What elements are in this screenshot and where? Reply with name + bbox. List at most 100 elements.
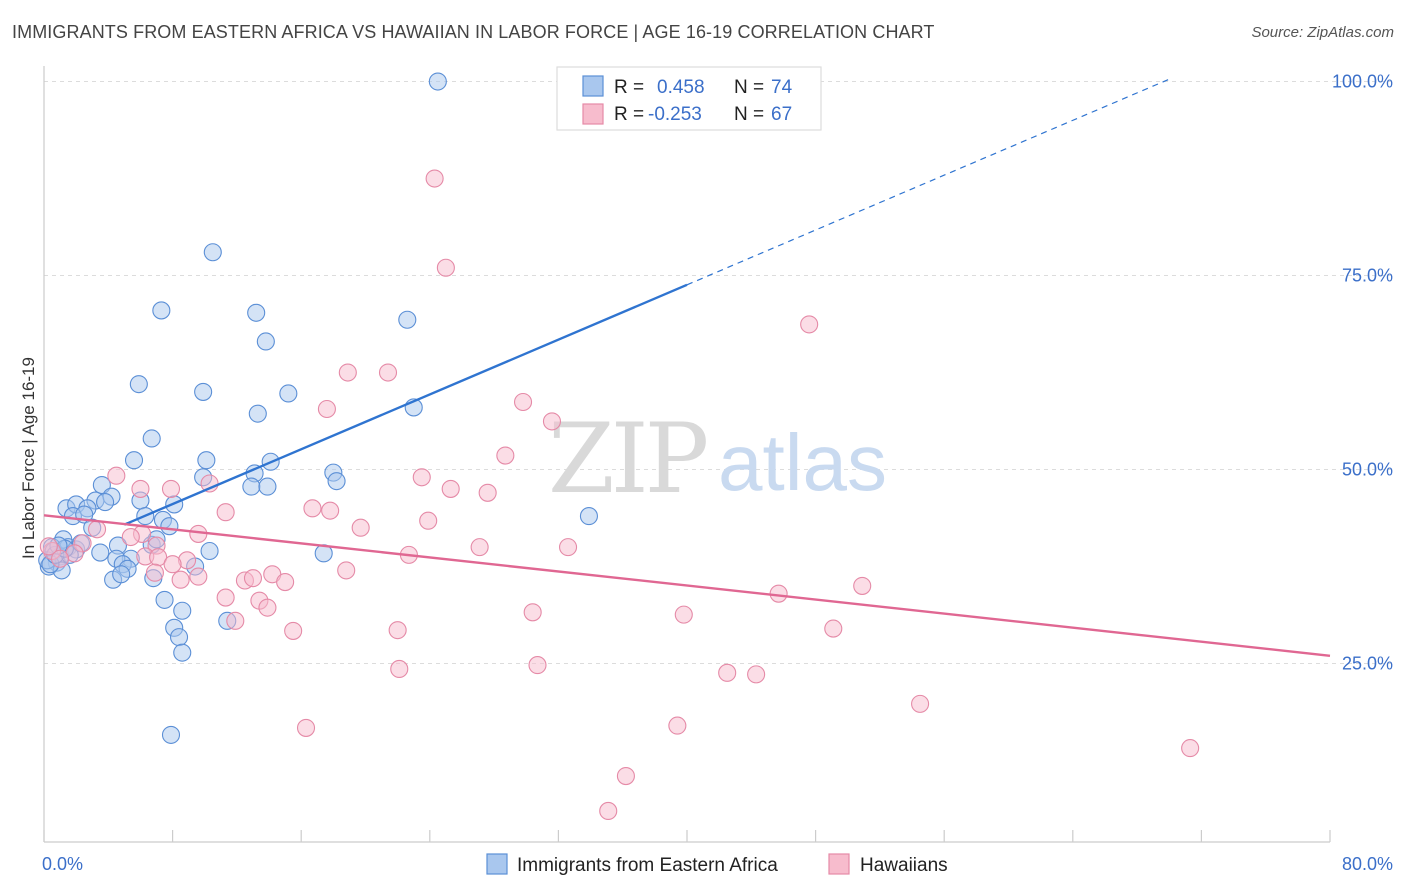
y-tick-label: 25.0% — [1342, 654, 1393, 674]
data-point — [616, 766, 635, 786]
data-point — [769, 584, 788, 603]
data-point — [296, 718, 316, 737]
data-point — [258, 598, 277, 617]
data-point — [674, 605, 693, 624]
data-point — [203, 243, 222, 262]
data-point — [112, 565, 131, 584]
series-legend-swatch-pink — [828, 853, 850, 875]
data-point — [189, 567, 208, 586]
data-point — [337, 561, 356, 580]
legend-n-label: N = — [734, 77, 764, 98]
data-point — [911, 694, 930, 713]
data-point — [390, 659, 409, 679]
correlation-legend: R = 0.458 N = 74 R = -0.253 N = 67 — [556, 66, 822, 131]
data-point — [243, 569, 263, 588]
data-point — [542, 412, 562, 431]
data-point — [161, 725, 181, 744]
data-point — [51, 549, 70, 568]
y-tick-label: 100.0% — [1332, 72, 1393, 92]
series-legend: Immigrants from Eastern Africa Hawaiians — [486, 853, 948, 876]
series-legend-label-pink: Hawaiians — [860, 855, 948, 876]
data-point — [145, 563, 164, 582]
data-point — [276, 572, 295, 592]
data-point — [173, 601, 192, 620]
trend-lines — [43, 78, 1331, 657]
data-point — [378, 363, 398, 382]
source-credit: Source: ZipAtlas.com — [1251, 24, 1394, 41]
chart-title: IMMIGRANTS FROM EASTERN AFRICA VS HAWAII… — [12, 22, 935, 42]
data-point — [513, 392, 533, 412]
data-point — [279, 384, 298, 403]
data-point — [142, 429, 161, 448]
data-point — [171, 570, 190, 589]
y-tick-label: 75.0% — [1342, 266, 1393, 286]
data-point — [87, 520, 107, 539]
legend-r-label: R = — [614, 77, 644, 98]
watermark-atlas: atlas — [718, 418, 887, 507]
data-point — [496, 446, 515, 465]
legend-r-value-blue: 0.458 — [657, 77, 705, 98]
data-point — [107, 466, 126, 485]
data-point — [668, 716, 687, 735]
data-point — [197, 451, 216, 470]
data-point — [200, 541, 219, 561]
data-point — [436, 258, 455, 277]
legend-n-value-pink: 67 — [771, 104, 792, 125]
data-point — [96, 493, 115, 512]
data-point — [169, 628, 189, 647]
series-legend-swatch-blue — [486, 853, 508, 875]
data-point — [718, 663, 737, 682]
data-point — [216, 503, 235, 522]
data-point — [800, 315, 819, 334]
data-point — [129, 375, 148, 394]
data-point — [419, 511, 438, 530]
data-point — [161, 479, 181, 498]
data-point — [747, 665, 766, 684]
data-point — [853, 576, 872, 595]
y-axis-label: In Labor Force | Age 16-19 — [19, 357, 38, 559]
trend-line-pink — [43, 514, 1331, 657]
tick-labels: 25.0% 50.0% 75.0% 100.0% 0.0% 80.0% — [42, 72, 1393, 874]
data-point — [155, 590, 174, 609]
data-point — [216, 588, 235, 607]
data-point — [91, 543, 110, 562]
legend-swatch-blue — [582, 75, 604, 97]
x-tick-label: 0.0% — [42, 854, 83, 874]
data-point — [194, 382, 213, 401]
series-legend-label-blue: Immigrants from Eastern Africa — [517, 855, 778, 876]
data-point — [327, 472, 346, 491]
data-point — [256, 332, 275, 351]
data-point — [321, 501, 340, 520]
x-tick-label: 80.0% — [1342, 854, 1393, 874]
data-point — [398, 310, 417, 329]
data-point — [412, 468, 431, 487]
data-point — [478, 483, 497, 502]
legend-swatch-pink — [582, 103, 604, 125]
data-point — [92, 475, 111, 495]
data-point — [528, 656, 547, 675]
data-point — [351, 518, 370, 537]
data-point — [242, 477, 261, 496]
data-point — [425, 169, 444, 188]
axes — [43, 66, 1331, 843]
data-point — [124, 451, 144, 470]
data-point — [470, 538, 489, 557]
data-point — [558, 538, 578, 557]
legend-n-value-blue: 74 — [771, 77, 793, 98]
data-point — [163, 555, 182, 574]
watermark-zip: ZIP — [548, 403, 707, 515]
legend-n-label: N = — [734, 104, 764, 125]
data-point — [226, 611, 245, 630]
watermark: ZIP atlas — [548, 403, 887, 515]
series-hawaiians-points — [39, 169, 1200, 821]
data-point — [338, 363, 357, 382]
data-point — [39, 537, 58, 556]
legend-r-label: R = — [614, 104, 644, 125]
data-point — [247, 303, 266, 322]
data-point — [824, 619, 843, 638]
data-point — [599, 801, 618, 821]
data-point — [1181, 739, 1200, 758]
data-point — [317, 399, 336, 419]
y-tick-label: 50.0% — [1342, 460, 1393, 480]
data-point — [121, 527, 140, 547]
